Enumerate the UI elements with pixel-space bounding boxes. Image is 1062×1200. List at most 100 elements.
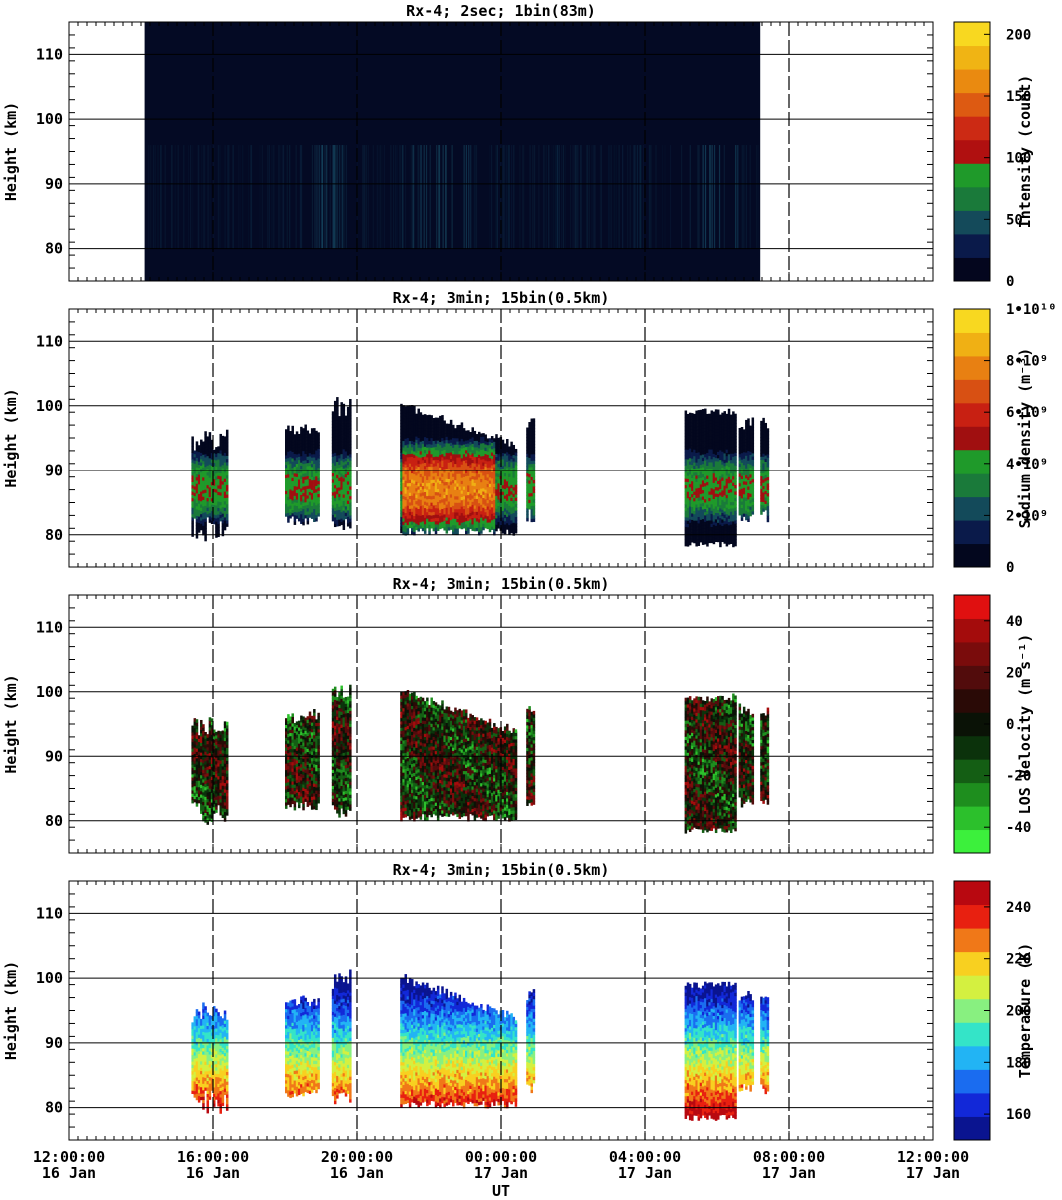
data-cell bbox=[285, 480, 288, 485]
data-cell bbox=[336, 419, 339, 424]
data-cell bbox=[695, 497, 698, 502]
data-cell bbox=[428, 511, 431, 516]
data-cell bbox=[719, 417, 722, 422]
data-cell bbox=[693, 429, 696, 434]
data-cell bbox=[208, 499, 212, 504]
data-cell bbox=[404, 441, 408, 446]
data-cell bbox=[508, 450, 511, 455]
raw-counts-streak bbox=[474, 145, 476, 249]
data-cell bbox=[458, 428, 462, 432]
data-cell bbox=[528, 486, 531, 491]
data-cell bbox=[508, 476, 511, 481]
data-cell bbox=[501, 504, 505, 508]
data-cell bbox=[497, 505, 500, 510]
data-cell bbox=[719, 501, 722, 506]
raw-counts-streak bbox=[396, 145, 398, 249]
data-cell bbox=[480, 465, 483, 470]
data-cell bbox=[423, 478, 427, 483]
data-cell bbox=[295, 482, 299, 487]
data-cell bbox=[751, 501, 755, 505]
data-cell bbox=[432, 517, 436, 522]
data-cell bbox=[402, 414, 405, 419]
data-cell bbox=[428, 453, 431, 458]
data-cell bbox=[686, 417, 690, 421]
data-cell bbox=[217, 472, 220, 476]
data-cell bbox=[493, 447, 496, 452]
data-cell bbox=[697, 426, 701, 430]
data-cell bbox=[688, 506, 692, 510]
data-cell bbox=[684, 423, 688, 428]
data-cell bbox=[721, 496, 724, 501]
data-cell bbox=[503, 466, 507, 470]
data-cell bbox=[223, 449, 227, 453]
data-cell bbox=[432, 488, 436, 493]
data-cell bbox=[454, 502, 457, 507]
data-cell bbox=[738, 427, 742, 432]
data-cell bbox=[488, 486, 492, 491]
data-cell bbox=[477, 499, 481, 504]
data-cell bbox=[430, 466, 433, 471]
data-cell bbox=[223, 491, 227, 495]
data-cell bbox=[197, 493, 201, 498]
data-cell bbox=[710, 491, 714, 495]
data-cell bbox=[506, 442, 509, 446]
data-cell bbox=[223, 462, 227, 466]
data-cell bbox=[484, 495, 487, 500]
data-cell bbox=[310, 512, 314, 516]
data-cell bbox=[411, 508, 414, 512]
data-cell bbox=[221, 442, 225, 446]
data-cell bbox=[514, 526, 518, 530]
data-cell bbox=[344, 457, 348, 462]
data-cell bbox=[421, 479, 425, 483]
data-cell bbox=[340, 482, 343, 487]
data-cell bbox=[430, 511, 433, 516]
data-cell bbox=[514, 516, 518, 521]
data-cell bbox=[467, 462, 470, 467]
data-cell bbox=[495, 518, 498, 522]
data-cell bbox=[725, 455, 729, 460]
data-cell bbox=[191, 529, 194, 534]
data-cell bbox=[695, 455, 698, 460]
data-cell bbox=[708, 445, 711, 450]
data-cell bbox=[717, 464, 720, 468]
data-cell bbox=[306, 511, 310, 515]
data-cell bbox=[204, 453, 207, 458]
data-cell bbox=[740, 436, 744, 441]
data-cell bbox=[719, 472, 722, 477]
data-cell bbox=[195, 447, 199, 452]
data-cell bbox=[344, 434, 348, 439]
data-cell bbox=[508, 498, 511, 503]
raw-counts-streak bbox=[279, 145, 281, 249]
data-cell bbox=[449, 448, 453, 453]
data-cell bbox=[346, 490, 350, 495]
data-cell bbox=[400, 500, 403, 505]
data-cell bbox=[400, 526, 403, 531]
raw-counts-streak bbox=[504, 145, 506, 249]
data-cell bbox=[484, 511, 487, 516]
data-cell bbox=[287, 496, 290, 501]
data-cell bbox=[439, 515, 442, 520]
data-cell bbox=[436, 511, 440, 515]
data-cell bbox=[415, 491, 418, 495]
data-cell bbox=[217, 452, 220, 457]
data-cell bbox=[306, 436, 310, 441]
data-cell bbox=[213, 511, 216, 515]
data-cell bbox=[712, 501, 716, 506]
data-cell bbox=[204, 492, 207, 497]
data-cell bbox=[688, 515, 692, 520]
data-cell bbox=[747, 460, 750, 464]
data-cell bbox=[306, 507, 310, 512]
data-cell bbox=[333, 513, 337, 518]
data-cell bbox=[432, 440, 436, 445]
data-cell bbox=[419, 444, 423, 449]
data-cell bbox=[408, 502, 412, 506]
data-cell bbox=[342, 432, 346, 437]
data-cell bbox=[426, 434, 429, 439]
data-cell bbox=[734, 494, 737, 498]
raw-counts-streak bbox=[709, 145, 711, 249]
data-cell bbox=[404, 486, 408, 491]
data-cell bbox=[331, 508, 335, 512]
data-cell bbox=[331, 488, 335, 493]
data-cell bbox=[740, 468, 744, 473]
data-cell bbox=[691, 532, 694, 537]
